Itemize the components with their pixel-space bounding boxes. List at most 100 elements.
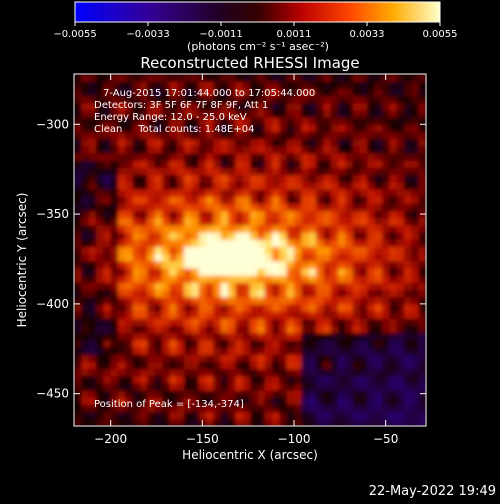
heatmap-cell: [279, 109, 288, 118]
heatmap-cell: [198, 138, 207, 147]
heatmap-cell: [147, 224, 156, 233]
heatmap-cell: [367, 188, 376, 197]
heatmap-cell: [316, 174, 324, 183]
heatmap-cell: [140, 160, 148, 168]
heatmap-cell: [301, 354, 310, 362]
heatmap-cell: [338, 210, 346, 219]
heatmap-cell: [96, 411, 104, 420]
heatmap-cell: [132, 203, 141, 212]
chart-title: Reconstructed RHESSI Image: [140, 54, 359, 72]
heatmap-cell: [396, 390, 405, 398]
heatmap-cell: [338, 232, 346, 240]
heatmap-cell: [125, 74, 134, 82]
heatmap-cell: [206, 145, 214, 154]
heatmap-cell: [411, 210, 420, 219]
heatmap-cell: [103, 411, 112, 420]
heatmap-cell: [396, 325, 405, 334]
heatmap-cell: [374, 88, 383, 97]
heatmap-cell: [257, 131, 266, 140]
heatmap-cell: [338, 361, 346, 370]
heatmap-cell: [125, 117, 134, 125]
heatmap-cell: [110, 332, 119, 341]
heatmap-cell: [294, 145, 302, 154]
heatmap-cell: [184, 102, 192, 111]
heatmap-cell: [154, 397, 163, 406]
heatmap-cell: [176, 224, 185, 233]
heatmap-cell: [220, 253, 229, 262]
heatmap-cell: [220, 368, 229, 377]
heatmap-cell: [294, 81, 302, 89]
heatmap-cell: [360, 224, 368, 233]
heatmap-cell: [147, 325, 156, 334]
heatmap-cell: [81, 224, 90, 233]
heatmap-cell: [345, 232, 354, 240]
heatmap-cell: [308, 217, 317, 226]
heatmap-cell: [404, 260, 412, 269]
heatmap-cell: [338, 224, 346, 233]
heatmap-cell: [242, 289, 251, 298]
heatmap-cell: [147, 174, 156, 183]
heatmap-cell: [411, 174, 420, 183]
heatmap-cell: [191, 282, 200, 291]
heatmap-cell: [367, 375, 376, 384]
heatmap-cell: [118, 246, 126, 255]
heatmap-cell: [330, 88, 339, 97]
heatmap-cell: [176, 81, 185, 89]
heatmap-cell: [294, 361, 302, 370]
heatmap-cell: [316, 397, 324, 406]
heatmap-cell: [96, 145, 104, 154]
heatmap-cell: [184, 289, 192, 298]
heatmap-cell: [74, 188, 82, 197]
heatmap-cell: [294, 124, 302, 133]
heatmap-cell: [323, 88, 332, 97]
heatmap-cell: [360, 188, 368, 197]
heatmap-cell: [338, 174, 346, 183]
heatmap-cell: [352, 318, 361, 327]
heatmap-cell: [235, 339, 244, 348]
heatmap-cell: [176, 325, 185, 334]
heatmap-cell: [286, 210, 295, 219]
heatmap-cell: [301, 282, 310, 291]
heatmap-cell: [352, 296, 361, 305]
heatmap-cell: [396, 74, 405, 82]
heatmap-cell: [382, 346, 390, 355]
heatmap-cell: [191, 332, 200, 341]
heatmap-cell: [279, 325, 288, 334]
heatmap-cell: [140, 74, 148, 82]
heatmap-cell: [140, 275, 148, 283]
heatmap-cell: [88, 102, 97, 111]
heatmap-cell: [88, 181, 97, 190]
heatmap-cell: [360, 160, 368, 168]
heatmap-cell: [206, 109, 214, 118]
heatmap-cell: [235, 174, 244, 183]
heatmap-cell: [110, 88, 119, 97]
heatmap-cell: [81, 418, 90, 426]
heatmap-cell: [228, 224, 236, 233]
heatmap-cell: [213, 275, 222, 283]
heatmap-cell: [352, 138, 361, 147]
heatmap-cell: [228, 181, 236, 190]
heatmap-cell: [279, 354, 288, 362]
heatmap-cell: [411, 411, 420, 420]
heatmap-cell: [360, 203, 368, 212]
heatmap-cell: [125, 124, 134, 133]
heatmap-cell: [242, 81, 251, 89]
heatmap-cell: [169, 296, 178, 305]
heatmap-cell: [272, 382, 280, 391]
heatmap-cell: [184, 131, 192, 140]
heatmap-cell: [345, 81, 354, 89]
heatmap-cell: [323, 411, 332, 420]
heatmap-cell: [169, 361, 178, 370]
heatmap-cell: [191, 124, 200, 133]
heatmap-cell: [286, 203, 295, 212]
heatmap-cell: [162, 196, 170, 204]
heatmap-cell: [330, 411, 339, 420]
heatmap-cell: [338, 109, 346, 118]
heatmap-cell: [250, 181, 258, 190]
heatmap-cell: [264, 361, 273, 370]
heatmap-cell: [367, 217, 376, 226]
heatmap-cell: [147, 346, 156, 355]
heatmap-cell: [242, 275, 251, 283]
heatmap-cell: [154, 267, 163, 276]
heatmap-cell: [184, 232, 192, 240]
